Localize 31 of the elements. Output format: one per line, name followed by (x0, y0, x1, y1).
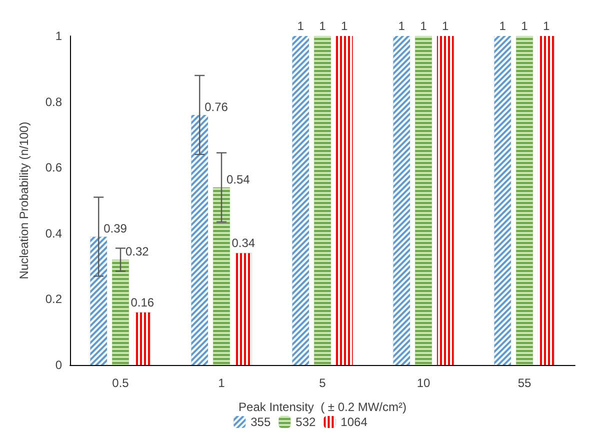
data-label: 1 (499, 19, 506, 33)
y-axis-title: Nucleation Probability (n/100) (17, 122, 31, 280)
data-label: 0.76 (204, 100, 228, 114)
data-label: 0.32 (126, 244, 150, 259)
data-label: 0.34 (232, 236, 256, 250)
data-label: 1 (521, 19, 528, 33)
x-tick-label: 55 (518, 376, 532, 390)
x-tick-label: 0.5 (112, 376, 130, 390)
y-tick-label: 0.2 (45, 292, 62, 306)
y-tick-label: 0.6 (45, 160, 62, 175)
legend-label: 532 (296, 415, 316, 429)
data-label: 1 (442, 19, 450, 33)
legend-label: 355 (250, 415, 271, 429)
x-tick-label: 1 (218, 376, 226, 390)
data-label: 1 (420, 19, 428, 33)
data-label: 1 (543, 19, 550, 33)
data-label: 0.16 (130, 295, 154, 310)
y-tick-label: 0 (55, 358, 62, 372)
y-tick-label: 0.8 (45, 94, 62, 109)
data-label: 1 (341, 19, 348, 33)
data-label: 1 (297, 19, 304, 33)
data-label: 1 (319, 19, 326, 33)
data-label: 1 (398, 19, 406, 33)
x-tick-label: 5 (319, 376, 326, 390)
data-label: 0.54 (226, 172, 250, 186)
y-tick-label: 1 (55, 29, 62, 43)
y-tick-label: 0.4 (45, 226, 62, 240)
legend-label: 1064 (340, 415, 368, 429)
x-axis-title: Peak Intensity ( ± 0.2 MW/cm²) (238, 400, 406, 414)
x-tick-label: 10 (416, 376, 430, 390)
data-label: 0.39 (104, 222, 128, 236)
